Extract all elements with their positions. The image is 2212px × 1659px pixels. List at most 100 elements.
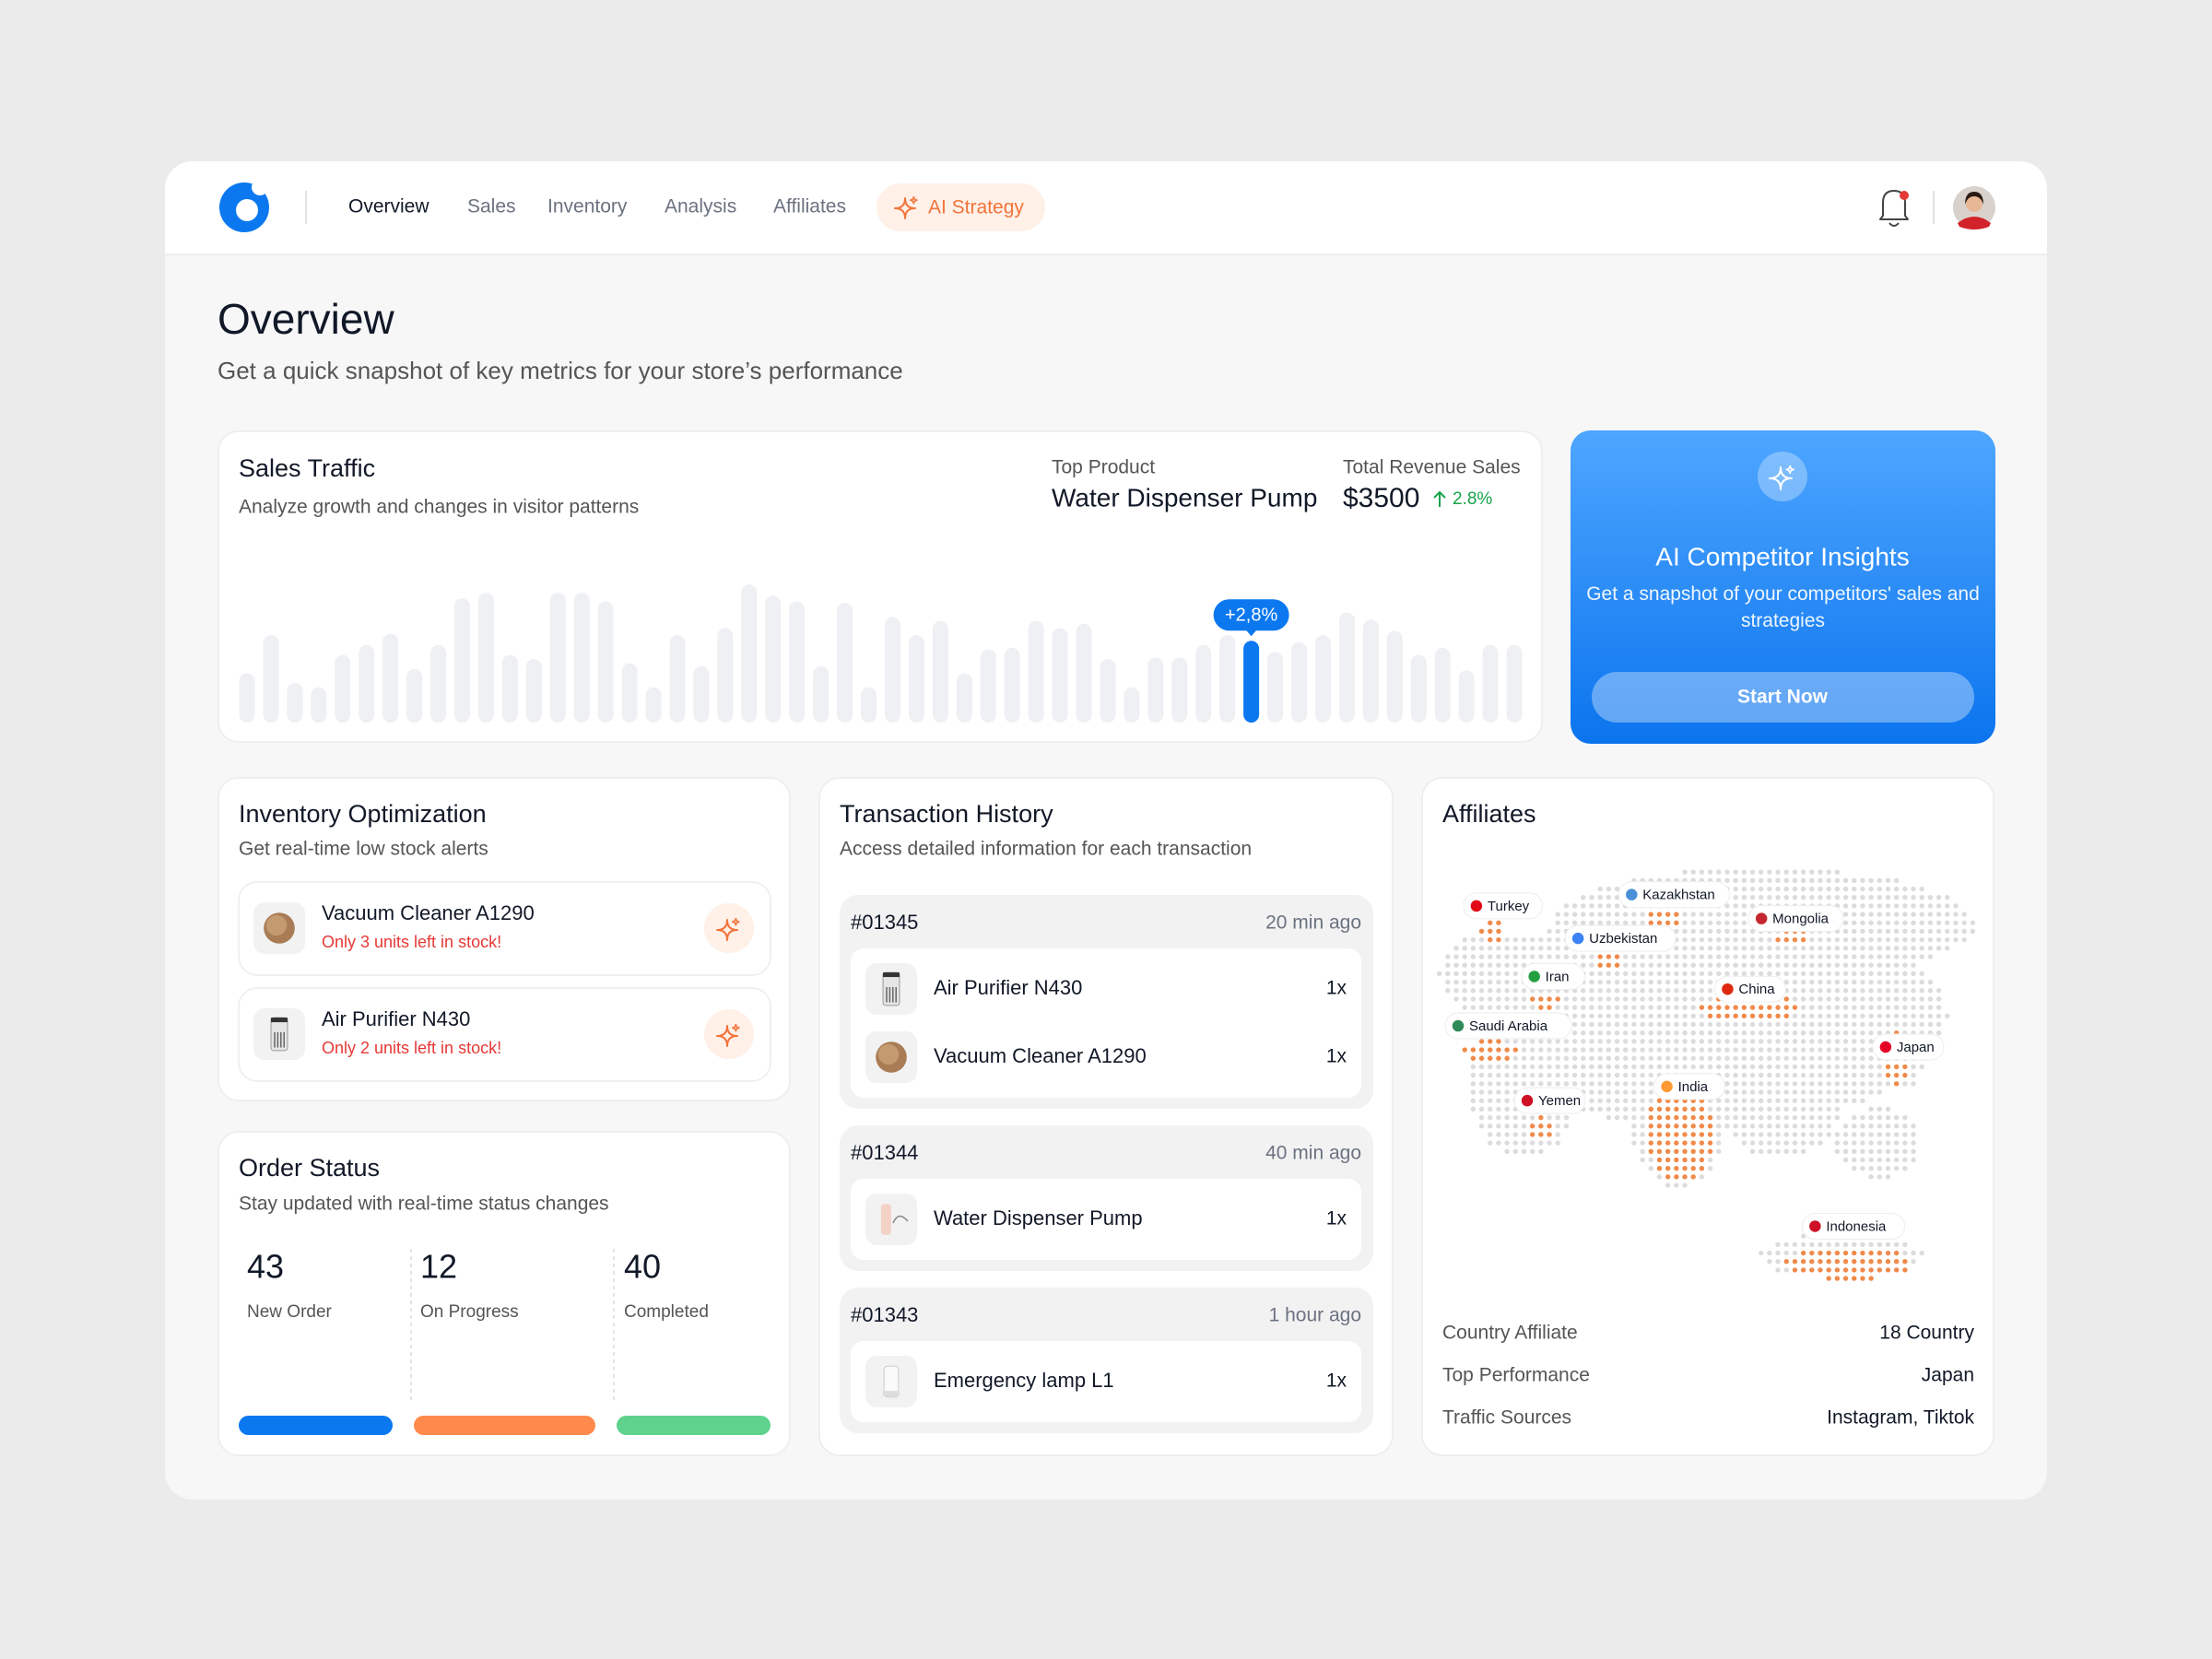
change-value: 2.8% [1453,489,1492,509]
nav-item[interactable]: Sales [467,196,516,218]
map-dot [1733,962,1738,968]
map-dot [1852,988,1857,994]
map-dot [1783,1064,1789,1070]
map-dot [1648,1072,1653,1078]
map-flag [1659,1079,1675,1094]
map-dot [1911,1064,1916,1070]
map-dot-active [1783,1013,1789,1019]
map-dot [1775,1132,1781,1137]
logo-inner [236,199,258,221]
map-dot [1648,1165,1653,1171]
map-dot [1724,920,1730,925]
map-dot [1868,920,1874,925]
notification-bell[interactable] [1879,190,1909,227]
map-dot [1529,1114,1535,1121]
ai-strategy-pill[interactable] [877,183,1045,231]
map-dot [1893,1021,1900,1028]
map-dot [1733,920,1738,925]
map-dot-active [1868,1250,1874,1256]
map-dot [1885,920,1891,925]
map-dot [1581,1081,1586,1087]
map-dot [1682,946,1688,951]
map-dot [1640,971,1645,977]
map-dot [1936,912,1942,917]
nav-item[interactable]: Analysis [665,196,736,218]
map-dot [1496,1005,1501,1010]
map-dot [1640,1140,1645,1146]
map-dot-active [1690,1132,1696,1137]
map-dot [1674,946,1679,951]
map-dot [1893,1005,1900,1010]
map-flag [1469,899,1484,913]
map-dot [1504,1089,1510,1095]
map-dot-active [1902,1064,1908,1070]
nav-item[interactable]: Overview [348,196,429,218]
product-name: Vacuum Cleaner A1290 [934,1044,1147,1067]
map-dot [1792,1124,1798,1129]
product-name: Air Purifier N430 [322,1007,470,1030]
start-now-button[interactable] [1592,672,1974,723]
map-dot [1927,895,1934,900]
map-dot [1674,1039,1679,1044]
map-dot [1842,928,1849,935]
map-dot [1877,1165,1882,1171]
map-dot-active [1902,1267,1908,1273]
map-dot [1478,979,1485,985]
map-dot [1547,1114,1552,1121]
map-dot-active [1656,920,1663,925]
map-dot-active [1682,1174,1688,1180]
map-dot [1716,971,1722,977]
map-dot-active [1885,1250,1891,1256]
map-dot-active [1868,1276,1874,1281]
stock-alert: Only 2 units left in stock! [322,1039,501,1057]
map-dot [1741,1098,1747,1103]
map-dot [1800,1013,1806,1019]
map-dot-active [1707,1132,1713,1137]
map-dot-active [1648,1114,1653,1121]
map-dot [1860,1098,1865,1103]
map-dot [1826,1081,1831,1087]
map-dot [1606,903,1612,909]
map-dot [1674,1055,1679,1061]
map-dot [1581,1030,1586,1036]
map-dot [1852,1098,1857,1103]
map-dot-active [1665,1132,1671,1137]
map-dot [1868,928,1874,935]
map-dot-active [1656,1157,1663,1163]
map-dot [1927,996,1934,1002]
ai-strategy-link[interactable]: AI Strategy [928,197,1024,218]
map-dot [1809,1055,1815,1061]
map-dot [1716,1114,1722,1121]
map-dot [1758,1055,1764,1061]
bar [1410,654,1427,723]
map-dot [1775,1124,1781,1129]
map-dot [1919,920,1924,925]
map-dot [1783,1267,1789,1273]
map-dot [1758,1021,1764,1028]
map-dot [1733,1047,1738,1053]
start-now-label[interactable]: Start Now [1737,687,1829,708]
map-dot [1783,1081,1789,1087]
nav-item[interactable]: Inventory [547,196,628,218]
map-dot [1640,962,1645,968]
map-dot [1927,936,1934,943]
map-dot-active [1699,1132,1705,1137]
map-dot [1818,1089,1823,1095]
map-dot [1547,946,1552,951]
map-dot [1521,1072,1527,1078]
map-dot [1953,920,1959,925]
status-bar [414,1416,595,1435]
map-dot [1834,869,1841,875]
map-dot [1919,936,1924,943]
stat-label: Top Performance [1442,1365,1590,1386]
map-dot [1877,903,1882,909]
map-dot [1741,1030,1747,1036]
map-dot [1512,1140,1518,1146]
map-dot [1488,954,1493,959]
map-dot [1792,988,1798,994]
map-dot [1860,946,1865,951]
nav-item[interactable]: Affiliates [773,196,846,218]
map-dot [1860,988,1865,994]
map-dot [1445,979,1451,985]
map-dot [1547,954,1552,959]
